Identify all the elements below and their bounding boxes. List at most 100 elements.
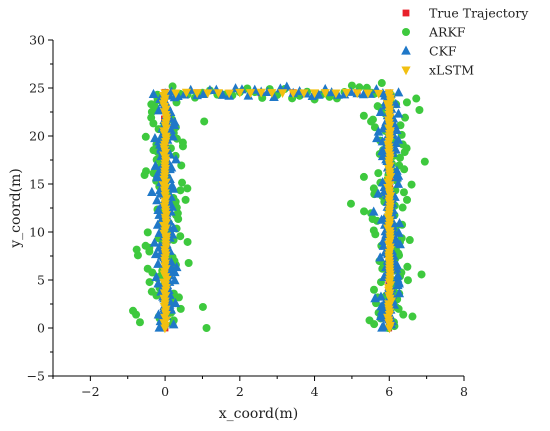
- ckf-point: [170, 297, 181, 308]
- arkf-point: [141, 132, 150, 141]
- legend-label-true-trajectory: True Trajectory: [429, 6, 529, 21]
- arkf-point: [374, 169, 383, 178]
- y-tick-label: 20: [29, 129, 45, 144]
- arkf-point: [346, 199, 355, 208]
- xlstm-point: [213, 89, 224, 99]
- arkf-point: [398, 203, 407, 212]
- x-tick-label: 0: [161, 384, 169, 399]
- ckf-point: [392, 280, 403, 290]
- legend-marker-arkf: [402, 28, 410, 36]
- arkf-point: [360, 207, 369, 216]
- arkf-point: [417, 270, 426, 279]
- ckf-point: [373, 188, 383, 198]
- y-tick-label: 30: [29, 33, 45, 48]
- legend-label-xlstm: xLSTM: [429, 63, 474, 78]
- legend-label-ckf: CKF: [429, 44, 457, 59]
- xlstm-point: [288, 89, 298, 99]
- ckf-point: [153, 278, 163, 288]
- ckf-point: [375, 252, 385, 262]
- xlstm-point: [245, 89, 256, 98]
- legend: True Trajectory ARKF CKF xLSTM: [401, 6, 529, 78]
- ckf-point: [370, 293, 380, 303]
- ckf-point: [148, 88, 159, 99]
- legend-marker-true-trajectory: [402, 9, 410, 17]
- y-tick-label: −5: [27, 369, 45, 384]
- xlstm-point: [277, 89, 288, 99]
- ckf-point: [314, 89, 324, 99]
- ckf-point: [198, 88, 209, 99]
- arkf-point: [177, 161, 186, 170]
- ckf-point: [395, 239, 405, 249]
- arkf-point: [371, 230, 380, 239]
- arkf-point: [178, 178, 187, 187]
- ckf-point: [394, 217, 405, 228]
- y-tick-label: 5: [37, 273, 45, 288]
- arkf-point: [359, 111, 368, 120]
- arkf-point: [200, 117, 209, 126]
- ckf-point: [153, 204, 164, 214]
- ckf-point: [166, 124, 176, 134]
- ckf-point: [368, 206, 379, 216]
- axes: [48, 39, 465, 381]
- y-axis-title: y_coord(m): [8, 168, 24, 248]
- xlstm-point: [320, 89, 330, 98]
- arkf-point: [403, 276, 412, 285]
- arkf-point: [142, 167, 151, 176]
- ckf-point: [393, 178, 404, 188]
- xlstm-point: [331, 89, 341, 99]
- xlstm-point: [171, 89, 181, 99]
- ckf-point: [217, 89, 228, 99]
- data-points: [129, 79, 429, 334]
- arkf-point: [143, 264, 152, 273]
- x-tick-label: 2: [236, 384, 244, 399]
- ckf-point: [167, 180, 178, 190]
- arkf-point: [184, 258, 193, 267]
- arkf-point: [359, 172, 368, 181]
- y-tick-label: 25: [29, 81, 45, 96]
- arkf-point: [145, 278, 154, 287]
- ckf-point: [169, 275, 180, 285]
- arkf-point: [135, 318, 144, 327]
- ckf-point: [394, 227, 404, 237]
- ckf-point: [150, 133, 160, 143]
- ckf-point: [372, 133, 382, 143]
- ckf-point: [376, 291, 386, 301]
- arkf-point: [402, 98, 411, 107]
- ckf-point: [393, 108, 404, 118]
- xlstm-point: [224, 89, 234, 99]
- xlstm-point: [267, 89, 277, 98]
- xlstm-point: [203, 89, 213, 99]
- ckf-point: [151, 271, 162, 281]
- ckf-point: [377, 322, 387, 332]
- xlstm-point: [352, 89, 362, 99]
- ckf-point: [394, 288, 405, 298]
- x-axis-title: x_coord(m): [219, 406, 298, 422]
- xlstm-point: [384, 324, 395, 334]
- legend-marker-xlstm: [401, 66, 411, 76]
- xlstm-point: [160, 89, 170, 99]
- arkf-point: [176, 232, 185, 241]
- arkf-point: [370, 320, 379, 329]
- arkf-point: [370, 123, 379, 132]
- arkf-point: [347, 81, 356, 90]
- arkf-point: [143, 228, 152, 237]
- arkf-point: [183, 184, 192, 193]
- ckf-point: [393, 87, 404, 97]
- xlstm-point: [309, 89, 320, 99]
- arkf-point: [202, 324, 211, 332]
- arkf-point: [420, 157, 429, 166]
- arkf-point: [407, 180, 416, 189]
- ckf-point: [168, 131, 178, 141]
- arkf-point: [147, 100, 156, 109]
- arkf-point: [369, 184, 378, 193]
- arkf-point: [399, 188, 408, 197]
- xlstm-point: [235, 88, 245, 98]
- ckf-point: [149, 237, 160, 247]
- ckf-point: [169, 116, 180, 126]
- arkf-point: [178, 138, 187, 147]
- arkf-point: [367, 117, 376, 126]
- ckf-point: [373, 126, 384, 136]
- legend-marker-ckf: [401, 45, 411, 55]
- ckf-point: [358, 89, 369, 99]
